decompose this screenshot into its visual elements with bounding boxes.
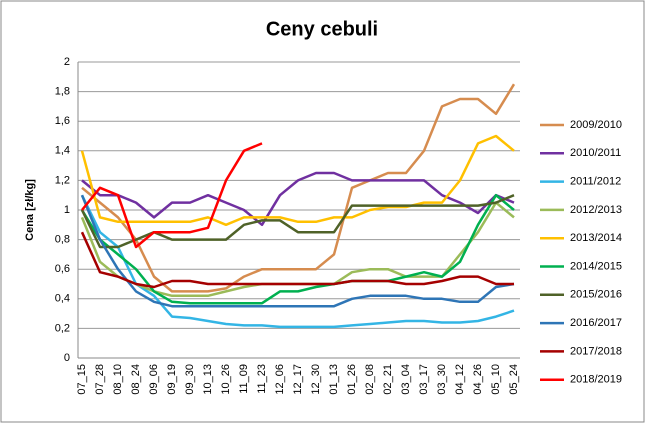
x-tick-label: 11_23 xyxy=(256,364,268,394)
x-tick-label: 10_26 xyxy=(220,364,232,395)
x-tick-label: 01_26 xyxy=(346,364,358,395)
legend-label: 2009/2010 xyxy=(570,119,622,131)
legend-label: 2010/2011 xyxy=(570,147,621,159)
x-tick-label: 02_21 xyxy=(382,364,394,395)
series-line xyxy=(80,193,515,305)
legend-label: 2016/2017 xyxy=(570,317,622,329)
y-tick-label: 0,6 xyxy=(55,263,70,275)
legend-label: 2017/2018 xyxy=(570,345,622,357)
x-tick-label: 03_30 xyxy=(436,364,448,395)
x-tick-label: 08_10 xyxy=(112,364,124,395)
series-line xyxy=(81,171,515,227)
x-tick-label: 09_06 xyxy=(148,364,160,395)
x-tick-label: 03_04 xyxy=(400,364,412,395)
y-tick-label: 0,8 xyxy=(55,234,70,246)
y-tick-label: 0 xyxy=(64,352,70,364)
legend-label: 2014/2015 xyxy=(570,260,622,272)
legend-label: 2012/2013 xyxy=(570,204,622,216)
x-tick-label: 12_30 xyxy=(310,364,322,395)
x-tick-label: 03_17 xyxy=(418,364,430,395)
series-line xyxy=(80,194,515,308)
y-tick-label: 1,8 xyxy=(55,86,70,98)
x-tick-label: 11_09 xyxy=(238,364,250,394)
x-tick-label: 12_17 xyxy=(292,364,304,395)
series-line xyxy=(80,134,515,227)
x-tick-label: 04_12 xyxy=(454,364,466,395)
y-tick-label: 1,6 xyxy=(55,115,70,127)
legend-label: 2018/2019 xyxy=(570,374,622,386)
x-tick-label: 02_08 xyxy=(364,364,376,395)
x-tick-label: 05_10 xyxy=(490,364,502,395)
legend-label: 2011/2012 xyxy=(570,176,621,188)
chart-title: Ceny cebuli xyxy=(266,18,378,40)
y-tick-label: 0,2 xyxy=(55,322,70,334)
x-tick-label: 10_13 xyxy=(202,364,214,395)
series-line xyxy=(81,142,263,249)
legend-label: 2013/2014 xyxy=(570,232,622,244)
series-line xyxy=(80,231,514,289)
x-tick-label: 05_24 xyxy=(508,364,520,395)
series-line xyxy=(81,83,516,293)
x-tick-label: 07_28 xyxy=(94,364,106,395)
y-tick-label: 2 xyxy=(64,56,70,68)
y-axis-label: Cena [zł/kg] xyxy=(24,179,36,241)
x-tick-label: 01_13 xyxy=(328,364,340,395)
x-tick-label: 09_19 xyxy=(166,364,178,395)
x-tick-label: 07_15 xyxy=(76,364,88,395)
series-line xyxy=(80,194,515,329)
y-tick-label: 1 xyxy=(64,204,70,216)
x-tick-label: 04_26 xyxy=(472,364,484,395)
y-tick-label: 0,4 xyxy=(55,293,70,305)
y-tick-label: 1,4 xyxy=(55,145,70,157)
y-tick-label: 1,2 xyxy=(55,174,70,186)
x-tick-label: 12_06 xyxy=(274,364,286,395)
legend-label: 2015/2016 xyxy=(570,289,622,301)
x-tick-label: 08_24 xyxy=(130,364,142,395)
x-tick-label: 09_30 xyxy=(184,364,196,395)
